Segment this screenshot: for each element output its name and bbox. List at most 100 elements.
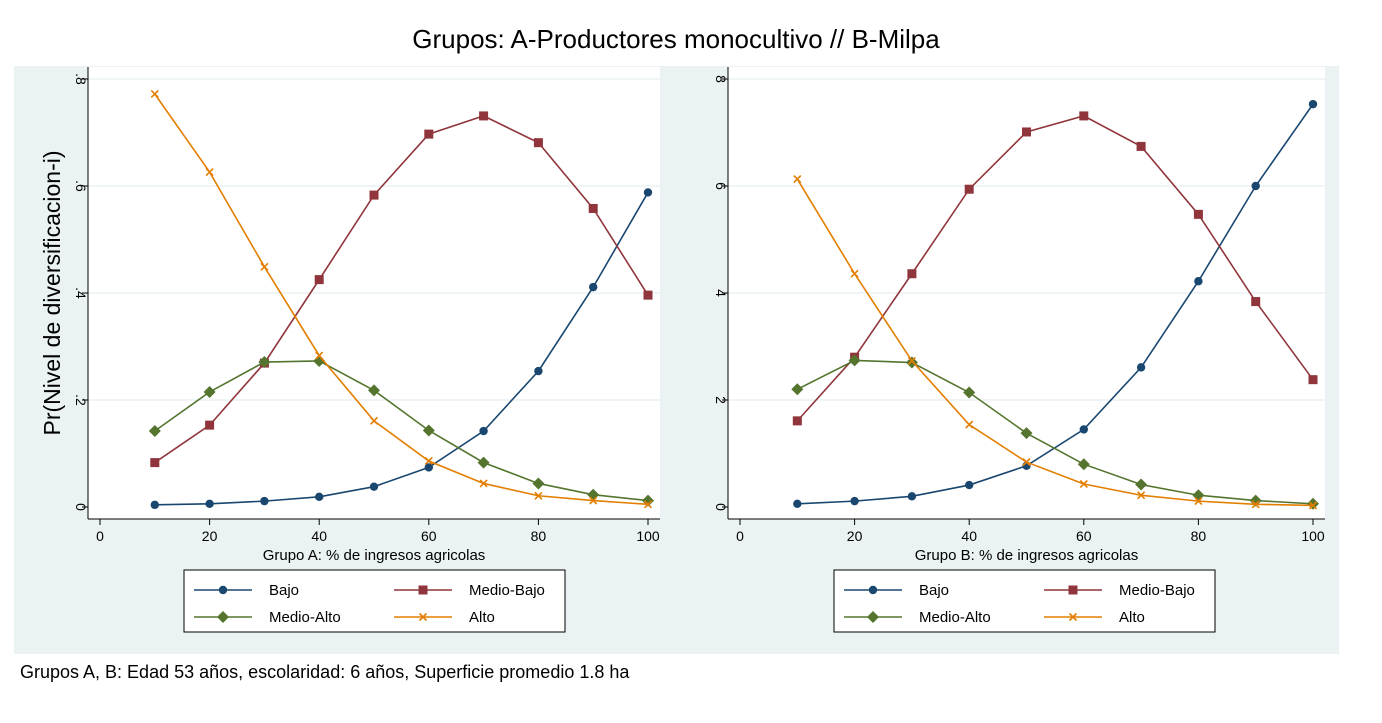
panel-a-legend-item-medio-bajo: Medio-Bajo [394,582,545,599]
panel-b-y-tick-label-4: 8 [713,75,729,83]
panel-b-series-bajo [793,99,1318,508]
panel-a-series-bajo [150,188,653,510]
panel-a-y-tick-label-0: 0 [73,503,89,511]
panel-b-series-bajo-point-7 [1194,277,1203,286]
panel-b-legend-box [833,569,1216,633]
panel-b-series-alto-point-1 [850,269,859,278]
panel-b-series-bajo-point-3 [965,480,974,490]
panel-a-legend-item-medio-alto: Medio-Alto [194,609,341,626]
panel-b-legend-item-medio-bajo: Medio-Bajo [1044,582,1195,599]
panel-a-series-bajo-point-4 [369,482,379,491]
panel-b-series-medio-bajo-point-0 [792,416,802,426]
panel-a-y-axis-title: Pr(Nivel de diversificacion-i) [39,150,65,435]
panel-a-x-tick-label-1: 20 [202,528,218,544]
panel-a-series-medio-bajo-point-4 [369,190,379,200]
panel-b-series-bajo-point-8 [1251,181,1260,191]
panel-a-x-tick-label-4: 80 [531,528,547,544]
panel-b-series-alto-point-7 [1194,497,1203,506]
panel-b-series-alto-point-4 [1022,457,1031,467]
panel-a-series-bajo-line [154,192,649,506]
panel-b-x-tick-label-4: 80 [1191,528,1207,544]
panel-a-series-medio-alto-point-7 [532,477,545,490]
panel-a-legend-item-medio-bajo-marker [418,585,428,595]
panel-a-series-medio-alto-point-4 [368,384,380,397]
panel-b-series-medio-bajo-line [796,115,1314,422]
panel-b-series-alto-point-8 [1251,500,1260,509]
panel-b-legend-item-alto: Alto [1044,609,1145,626]
panel-b-legend-item-alto-marker [1068,612,1078,622]
panel-b-series-alto [793,174,1318,510]
panel-b-series-bajo-line [797,103,1314,505]
panel-b-series-medio-alto-point-6 [1135,478,1148,491]
panel-a-legend-item-medio-alto-label: Medio-Alto [269,609,341,626]
panel-a-series-medio-bajo-point-7 [533,138,543,148]
panel-b-x-tick-label-5: 100 [1301,528,1325,544]
panel-b-series-bajo-point-5 [1079,425,1089,434]
panel-a-series-alto-point-9 [643,500,653,509]
panel-a-series-bajo-point-2 [260,496,269,506]
panel-a-series-medio-bajo-point-5 [424,129,434,139]
panel-b-legend-item-medio-alto-marker [867,611,879,623]
panel-a-x-tick-label-5: 100 [636,528,660,544]
panel-a-x-tick-label-3: 60 [421,528,437,544]
panel-b-series-alto-point-5 [1079,479,1088,489]
panel-a-legend-item-bajo: Bajo [194,582,299,599]
panel-b-y-tick-label-1: 2 [713,396,729,404]
panel-b-series-alto-point-2 [907,356,916,366]
panel-a-x-axis-title: Grupo A: % de ingresos agricolas [263,547,486,564]
panel-a-series-alto-point-4 [369,416,379,425]
panel-a-series-bajo-point-9 [643,188,653,197]
panel-a-y-tick-label-4: .8 [73,73,89,85]
panel-a-series-alto-point-6 [479,479,488,488]
panel-a-series-medio-bajo [150,111,653,468]
panel-b-series-medio-alto-point-1 [848,354,861,367]
panel-b: 0 20 40 60 80 100 0 2 4 6 8 Grupo B: % de ingresos … [693,66,1339,654]
panel-a-series-medio-alto-point-0 [148,425,161,438]
panel-a-series-bajo-point-6 [479,426,488,436]
panel-b-series-bajo-point-2 [907,492,917,501]
panel-a-legend-item-bajo-label: Bajo [269,582,299,599]
panel-b-series-alto-point-3 [965,420,974,429]
panel-a-x-tick-label-0: 0 [96,528,104,544]
panel-a-legend-item-alto: Alto [394,609,495,626]
panel-b-series-medio-alto-point-0 [791,383,804,396]
panel-b-series-medio-alto-line [796,359,1314,505]
panel-a-legend-item-alto-marker [418,612,428,622]
panel-b-x-tick-label-2: 40 [961,528,977,544]
panel-b-series-alto-point-9 [1308,501,1318,510]
panel-a-legend-item-medio-bajo-label: Medio-Bajo [469,582,545,599]
panel-a-series-medio-alto-point-2 [258,356,271,369]
panel-b-series-bajo-point-0 [793,499,802,508]
panel-b-series-bajo-point-1 [850,496,859,506]
chart-title: Grupos: A-Productores monocultivo // B-M… [412,24,940,54]
panel-a-series-alto-point-0 [150,89,159,99]
panel-a: 0 20 40 60 80 100 0 .2 .4 .6 .8 Grupo A: % de ingre… [14,66,693,654]
panel-a-series-alto-point-5 [424,456,433,466]
panel-b-legend-item-medio-bajo-marker [1068,585,1078,595]
panel-b-legend-item-bajo: Bajo [844,582,949,599]
panel-a-legend-item-bajo-marker [218,585,228,595]
panel-a-legend-item-medio-alto-marker [217,611,229,623]
panel-b-x-axis-title: Grupo B: % de ingresos agricolas [915,547,1138,564]
panel-b-series-bajo-point-6 [1136,363,1146,372]
panel-b-series-medio-bajo-point-7 [1193,209,1203,219]
panel-a-series-alto-point-7 [534,491,543,500]
panel-a-series-bajo-point-1 [205,499,214,508]
panel-b-legend-item-medio-alto: Medio-Alto [844,609,991,626]
panel-b-series-medio-alto-point-4 [1020,427,1033,440]
panel-b-series-medio-bajo-point-2 [907,269,917,279]
panel-a-series-medio-bajo-point-3 [314,275,324,285]
panel-b-y-tick-label-3: 6 [713,182,729,190]
panel-a-series-bajo-point-5 [424,463,433,472]
panel-a-series-bajo-point-0 [150,500,159,510]
panel-b-series-medio-bajo-point-4 [1022,127,1031,137]
panel-b-series-medio-alto-point-3 [963,386,976,399]
panel-a-y-tick-label-2: .4 [73,287,89,299]
panel-b-series-medio-alto-point-2 [905,356,918,369]
panel-b-series-medio-bajo-point-8 [1251,297,1261,307]
panel-a-series-bajo-point-7 [534,366,543,376]
panel-b-legend-item-medio-bajo-label: Medio-Bajo [1119,582,1195,599]
panel-b-x-tick-label-1: 20 [847,528,863,544]
panel-b-series-medio-bajo-point-9 [1308,375,1318,385]
panel-a-series-medio-alto-point-6 [477,456,490,469]
